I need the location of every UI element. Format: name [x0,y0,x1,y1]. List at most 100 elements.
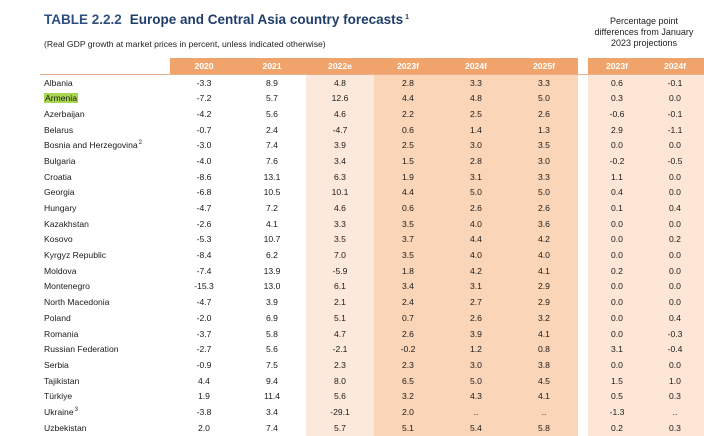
value-cell-2023f: 2.3 [374,357,442,373]
country-name: Ukraine [44,406,74,417]
diff-cell-2023f: 1.5 [588,372,646,389]
table-row: North Macedonia -4.7 3.9 2.1 2.4 2.7 2.9 0.0 0.0 [40,294,704,310]
value-cell-2024f: 5.4 [442,419,510,436]
diff-cell-2023f: 0.4 [588,184,646,201]
diff-cell-2024f: 0.0 [646,278,704,295]
forecast-table: 2020 2021 2022e 2023f 2024f 2025f 2023f … [40,58,704,436]
table-row: Hungary -4.7 7.2 4.6 0.6 2.6 2.6 0.1 0.4 [40,200,704,216]
country-column-header [40,58,170,74]
value-cell-2023f: 0.6 [374,121,442,138]
diff-cell-2023f: 0.0 [588,215,646,232]
value-cell-2025f: 3.2 [510,310,578,326]
value-cell-2020: -8.4 [196,250,212,261]
diff-cell-2023f: 2.9 [588,121,646,138]
country-name: Serbia [44,359,69,370]
country-cell: Belarus [40,122,170,138]
diff-cell-2024f: -0.4 [646,341,704,358]
country-cell: Kosovo [40,232,170,248]
value-cell-2025f: 5.8 [510,419,578,436]
difference-header-line: differences from January [594,27,694,37]
value-cell-2024f: 3.1 [442,168,510,185]
diff-cell-2023f: -1.3 [588,404,646,420]
table-row: Poland -2.0 6.9 5.1 0.7 2.6 3.2 0.0 0.4 [40,310,704,326]
country-name: Armenia [44,93,78,104]
column-gap [578,58,588,75]
value-cell-2024f: 4.0 [442,215,510,232]
value-cell-2023f: -0.2 [374,341,442,358]
value-cell-2025f: .. [510,404,578,420]
diff-cell-2023f: 0.0 [588,231,646,248]
column-gap [578,278,588,295]
value-cell-2021: 6.2 [266,250,278,261]
table-row: Uzbekistan 2.0 7.4 5.7 5.1 5.4 5.8 0.2 0.3 [40,419,704,436]
table-row: Moldova -7.4 13.9 -5.9 1.8 4.2 4.1 0.2 0.0 [40,262,704,279]
column-gap [578,231,588,248]
value-cell-2025f: 3.6 [510,215,578,232]
table-title-text: Europe and Central Asia country forecast… [129,12,404,27]
value-cell-2025f: 4.2 [510,231,578,248]
country-name: Moldova [44,265,77,276]
column-gap [578,106,588,122]
value-cell-2022e: 2.1 [306,294,374,310]
value-cell-2021: 7.2 [266,203,278,214]
footnote-marker: 3 [74,407,78,414]
value-cell-2020: -4.2 [196,108,212,119]
value-cell-2023f: 2.4 [374,294,442,310]
table-row: Russian Federation -2.7 5.6 -2.1 -0.2 1.2 0.8 3… [40,341,704,358]
country-cell: Kyrgyz Republic [40,247,170,263]
value-cell-2022e: 3.3 [306,215,374,232]
value-cell-2020: -3.3 [170,73,238,91]
column-header-2025f: 2025f [510,58,578,75]
country-cell: Ukraine3 [40,404,170,420]
column-gap [578,247,588,263]
value-cell-2024f: 4.8 [442,90,510,107]
value-cell-2024f: 3.0 [442,357,510,373]
column-gap [578,215,588,232]
country-name: Albania [44,77,73,88]
column-header-row: 2020 2021 2022e 2023f 2024f 2025f 2023f … [40,58,704,75]
country-name: Kosovo [44,234,73,245]
value-cell-2024f: 4.4 [442,231,510,248]
value-cell-2022e: 3.4 [306,153,374,169]
diff-cell-2024f: 0.0 [646,90,704,107]
value-cell-2024f: 5.0 [442,372,510,389]
value-cell-2024f: 2.7 [442,294,510,310]
country-cell: Serbia [40,357,170,373]
value-cell-2020: -0.9 [196,359,212,370]
value-cell-2022e: -29.1 [306,404,374,420]
table-row: Georgia -6.8 10.5 10.1 4.4 5.0 5.0 0.4 0.0 [40,184,704,201]
table-row: Serbia -0.9 7.5 2.3 2.3 3.0 3.8 0.0 0.0 [40,357,704,373]
value-cell-2025f: 3.3 [510,73,578,91]
value-cell-2023f: 1.8 [374,262,442,279]
country-name: Montenegro [44,281,90,292]
table-row: Bosnia and Herzegovina2 -3.0 7.4 3.9 2.5 3.0 3… [40,137,704,154]
value-cell-2021: 2.4 [266,124,278,135]
diff-cell-2023f: 0.0 [588,294,646,310]
value-cell-2025f: 2.6 [510,200,578,216]
country-name: Poland [44,312,71,323]
table-row: Bulgaria -4.0 7.6 3.4 1.5 2.8 3.0 -0.2 -0.5 [40,153,704,169]
value-cell-2023f: 3.7 [374,231,442,248]
table-row: Romania -3.7 5.8 4.7 2.6 3.9 4.1 0.0 -0.3 [40,325,704,342]
column-gap [578,404,588,420]
value-cell-2021: 10.7 [263,234,281,245]
country-name: Belarus [44,124,74,135]
diff-cell-2024f: -0.1 [646,106,704,122]
column-gap [578,310,588,326]
country-name: Bulgaria [44,155,76,166]
value-cell-2020: 1.9 [198,391,210,402]
diff-cell-2023f: 0.0 [588,357,646,373]
value-cell-2022e: -4.7 [306,121,374,138]
value-cell-2023f: 1.5 [374,153,442,169]
value-cell-2022e: 10.1 [306,184,374,201]
table-row: Kosovo -5.3 10.7 3.5 3.7 4.4 4.2 0.0 0.2 [40,231,704,248]
country-cell: Hungary [40,200,170,216]
value-cell-2024f: 3.0 [442,137,510,154]
footnote-marker: 2 [138,140,142,147]
value-cell-2021: 7.4 [266,140,278,151]
value-cell-2021: 13.0 [263,281,281,292]
diff-cell-2023f: 0.1 [588,200,646,216]
value-cell-2020: -4.7 [196,203,212,214]
diff-cell-2024f: 0.0 [646,137,704,154]
value-cell-2022e: 4.6 [306,200,374,216]
